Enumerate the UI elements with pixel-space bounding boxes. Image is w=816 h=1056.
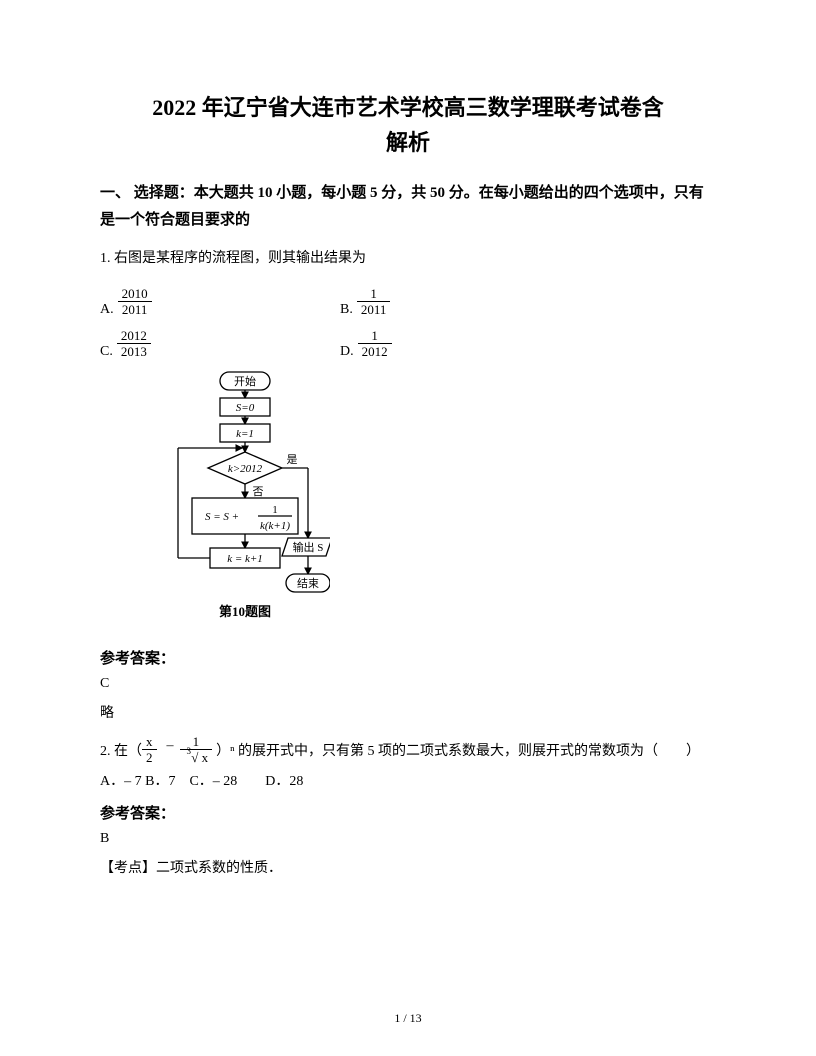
option-label: B. <box>340 302 357 318</box>
radical-icon: √ <box>191 750 198 765</box>
root-index: 3 <box>187 746 192 756</box>
section-1-heading: 一、 选择题：本大题共 10 小题，每小题 5 分，共 50 分。在每小题给出的… <box>100 180 716 234</box>
flow-cond: k>2012 <box>228 463 263 475</box>
title-line-2: 解析 <box>386 130 430 155</box>
fraction: 2012 2013 <box>117 328 151 360</box>
page-title: 2022 年辽宁省大连市艺术学校高三数学理联考试卷含 解析 <box>100 90 716 160</box>
flow-formula-den: k(k+1) <box>260 520 290 532</box>
page-number: 1 / 13 <box>0 1011 816 1026</box>
q1-answer-label: 参考答案： <box>100 647 716 668</box>
denominator: 2013 <box>117 344 151 360</box>
fraction: x 2 <box>142 734 157 766</box>
minus-sign: – <box>161 732 180 766</box>
q2-answer: B <box>100 831 716 847</box>
option-label: C. <box>100 344 117 360</box>
denominator: 2011 <box>357 302 391 318</box>
flow-formula-left: S = S + <box>205 511 239 523</box>
page: 2022 年辽宁省大连市艺术学校高三数学理联考试卷含 解析 一、 选择题：本大题… <box>0 0 816 1056</box>
fraction: 1 2012 <box>358 328 392 360</box>
option-label: D. <box>340 344 358 360</box>
flow-yes: 是 <box>287 453 298 466</box>
numerator: 2010 <box>118 286 152 303</box>
q1-options-row-1: A. 2010 2011 B. 1 2011 <box>100 286 716 318</box>
flowchart-svg: 开始 S=0 k=1 k>2012 是 否 <box>120 370 330 630</box>
q1-option-d: D. 1 2012 <box>340 328 396 360</box>
numerator: 1 <box>357 286 391 303</box>
denominator: 2011 <box>118 302 152 318</box>
q1-text: 1. 右图是某程序的流程图，则其输出结果为 <box>100 246 716 271</box>
q2-options: A．– 7 B．7 C．– 28 D．28 <box>100 770 716 790</box>
title-line-1: 2022 年辽宁省大连市艺术学校高三数学理联考试卷含 <box>152 95 664 120</box>
numerator: 1 <box>180 734 213 751</box>
flow-k1: k=1 <box>236 428 254 440</box>
flow-start: 开始 <box>234 374 256 388</box>
denominator: 2012 <box>358 344 392 360</box>
flowchart: 开始 S=0 k=1 k>2012 是 否 <box>120 370 716 635</box>
numerator: 1 <box>358 328 392 345</box>
q1-option-a: A. 2010 2011 <box>100 286 340 318</box>
numerator: x <box>142 734 157 751</box>
q1-answer: C <box>100 676 716 692</box>
option-label: A. <box>100 302 118 318</box>
q2-answer-label: 参考答案： <box>100 802 716 823</box>
q1-options-row-2: C. 2012 2013 D. 1 2012 <box>100 328 716 360</box>
fraction: 1 3 √ x <box>180 734 213 766</box>
flow-formula-num: 1 <box>272 504 278 516</box>
q2-prefix: 2. 在（ <box>100 738 142 766</box>
flow-end: 结束 <box>297 577 319 590</box>
flow-kpp: k = k+1 <box>227 553 263 565</box>
denominator: 2 <box>142 750 157 766</box>
q1-option-c: C. 2012 2013 <box>100 328 340 360</box>
denominator-root: 3 √ x <box>180 750 213 766</box>
flow-output: 输出 S <box>293 540 324 554</box>
flow-caption: 第10题图 <box>219 604 271 619</box>
numerator: 2012 <box>117 328 151 345</box>
q1-option-b: B. 1 2011 <box>340 286 394 318</box>
q2-suffix: ）ⁿ 的展开式中，只有第 5 项的二项式系数最大，则展开式的常数项为（ ） <box>216 738 700 766</box>
q2-text: 2. 在（ x 2 – 1 3 √ x ）ⁿ 的展开式中，只有第 5 项的二项式… <box>100 732 716 766</box>
q1-note: 略 <box>100 702 716 722</box>
flow-s0: S=0 <box>236 402 255 414</box>
fraction: 2010 2011 <box>118 286 152 318</box>
q2-kaodian: 【考点】二项式系数的性质． <box>100 857 716 877</box>
fraction: 1 2011 <box>357 286 391 318</box>
flow-no: 否 <box>253 486 264 498</box>
root-body: x <box>202 749 209 765</box>
